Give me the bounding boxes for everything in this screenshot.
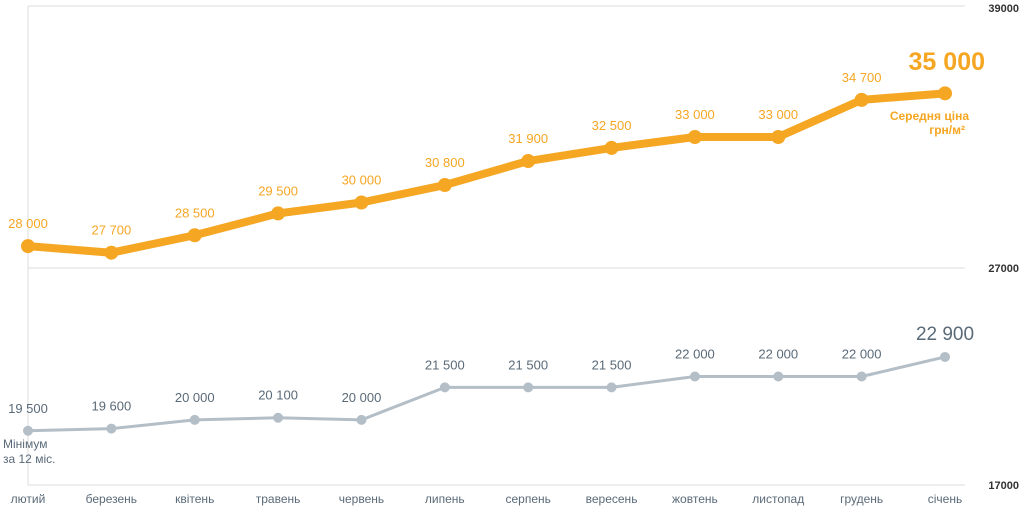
minimum-price-note-line1: Мінімум [3,437,47,451]
average-price-point [938,86,952,101]
minimum-price-point [856,371,867,382]
x-tick-label: травень [256,492,301,506]
average-price-last-label: 35 000 [909,48,985,76]
average-price-data-label: 30 800 [425,155,465,170]
minimum-price-point [273,412,284,423]
minimum-price-data-label: 21 500 [425,357,465,372]
x-tick-label: лютий [11,492,46,506]
average-price-data-label: 34 700 [842,70,882,85]
average-price-point [687,130,702,144]
minimum-price-data-label: 22 000 [842,347,882,362]
average-price-line [24,89,949,257]
minimum-price-point [773,371,784,382]
minimum-price-note-line2: за 12 міс. [3,452,55,466]
average-price-note-line2: грн/м² [929,123,965,137]
minimum-price-point [356,414,367,425]
minimum-price-data-label: 22 000 [675,347,715,362]
average-price-data-label: 28 000 [8,216,48,231]
average-price-point [771,130,786,144]
average-price-data-label: 29 500 [258,183,298,198]
average-price-data-label: 27 700 [91,223,131,238]
average-price-data-label: 30 000 [342,173,382,188]
x-tick-label: вересень [586,492,638,506]
average-price-point [271,206,286,221]
minimum-price-data-label: 19 600 [91,399,131,414]
x-tick-label: квітень [175,492,214,506]
x-tick-label: жовтень [672,492,718,506]
average-price-data-label: 28 500 [175,205,215,220]
minimum-price-point [106,423,117,434]
average-price-point [187,228,202,243]
minimum-price-point [189,414,200,425]
average-price-data-label: 33 000 [758,107,798,122]
x-tick-label: серпень [505,492,550,506]
x-tick-label: березень [86,492,137,506]
average-price-data-label: 32 500 [592,118,632,133]
minimum-price-point [523,382,534,393]
average-price-point [104,245,119,260]
x-tick-label: листопад [752,492,804,506]
average-price-note-line1: Середня ціна [890,109,970,123]
minimum-price-data-label: 20 000 [342,390,382,405]
minimum-price-point [606,382,617,393]
minimum-price-data-label: 20 000 [175,390,215,405]
average-price-data-label: 31 900 [508,131,548,146]
minimum-price-point [23,425,33,436]
minimum-price-data-label: 21 500 [508,357,548,372]
x-tick-label: червень [339,492,384,506]
average-price-point [21,239,35,254]
minimum-price-point [689,371,700,382]
average-price-point [354,195,369,210]
minimum-price-point [940,351,950,362]
average-price-point [437,178,452,193]
minimum-price-data-label: 19 500 [8,401,48,416]
minimum-price-last-label: 22 900 [916,324,974,345]
minimum-price-line [26,355,947,433]
x-tick-label: липень [425,492,465,506]
average-price-point [854,92,869,107]
x-tick-label: січень [928,492,962,506]
minimum-price-data-label: 20 100 [258,388,298,403]
right-axis-tick: 27000 [988,263,1019,275]
x-tick-label: грудень [840,492,883,506]
minimum-price-data-label: 21 500 [592,357,632,372]
right-axis-tick: 17000 [988,480,1019,492]
average-price-data-label: 33 000 [675,107,715,122]
average-price-point [521,154,536,169]
average-price-point [604,140,619,155]
minimum-price-point [439,382,450,393]
right-axis-tick: 39000 [988,3,1019,15]
minimum-price-data-label: 22 000 [758,347,798,362]
